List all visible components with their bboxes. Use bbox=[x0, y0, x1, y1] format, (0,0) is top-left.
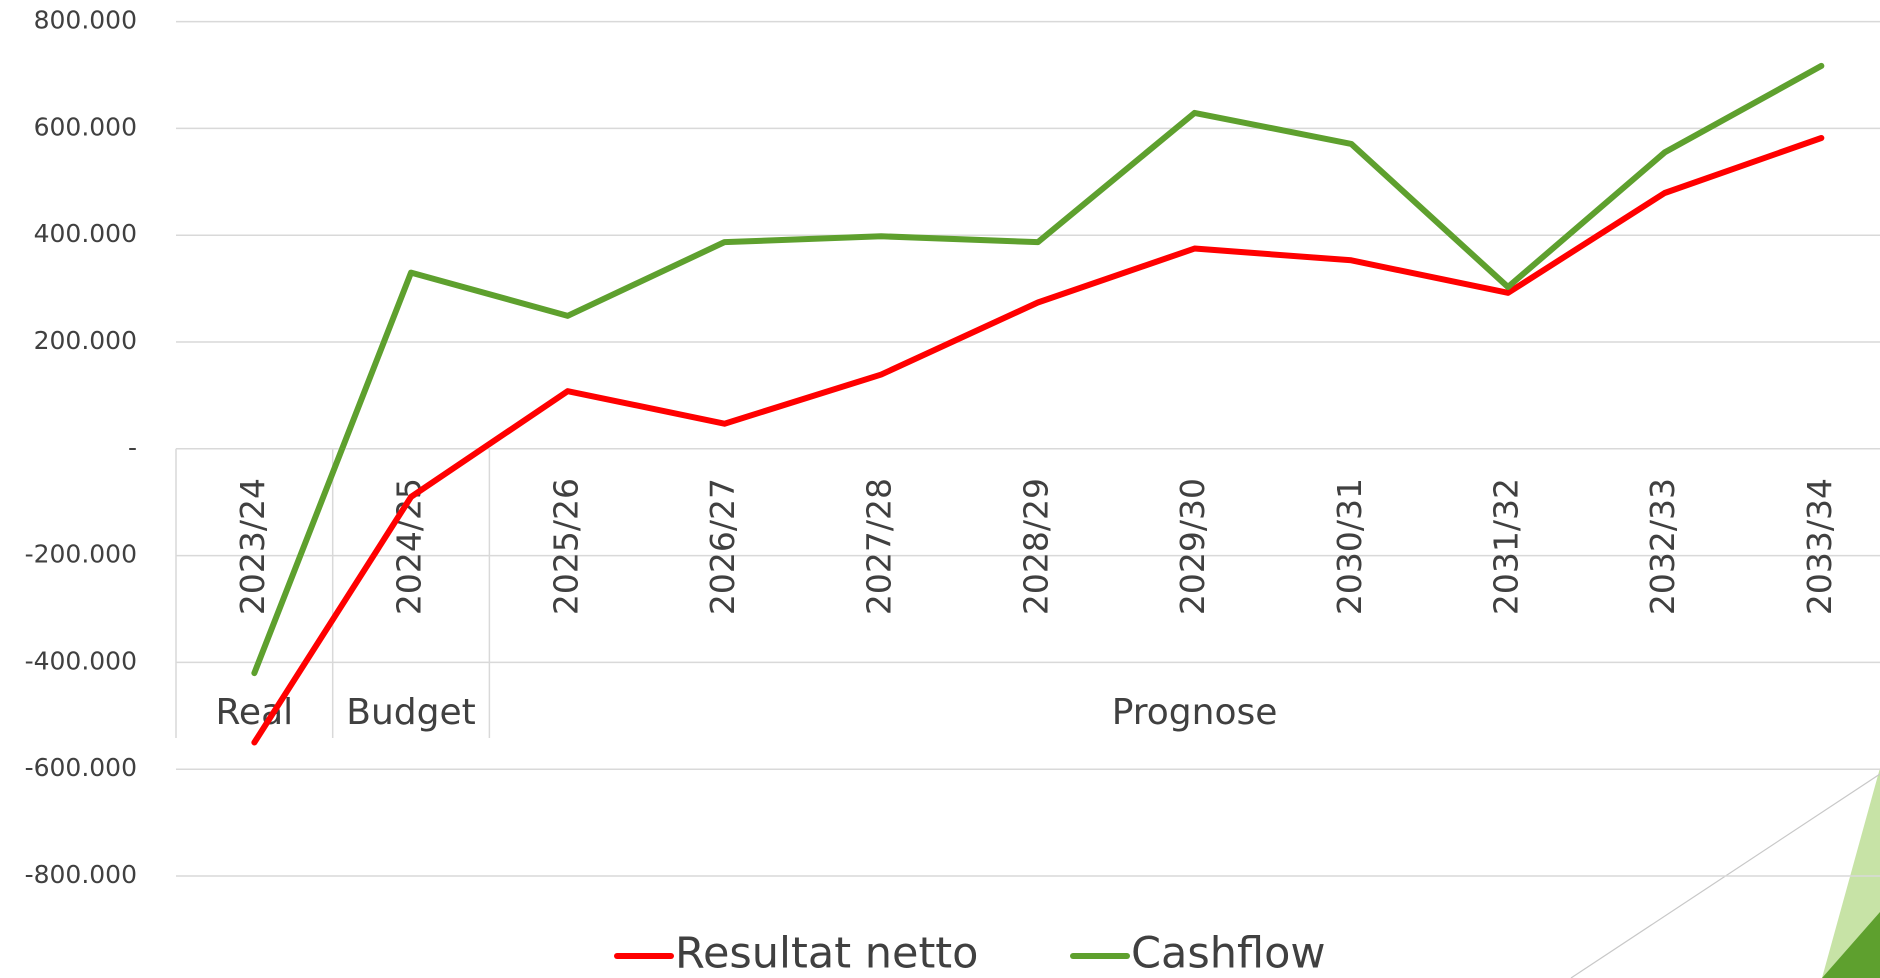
x-tick-label: 2027/28 bbox=[860, 478, 899, 615]
y-tick-label: 800.000 bbox=[34, 6, 137, 35]
decoration bbox=[1822, 768, 1880, 978]
x-tick-label: 2033/34 bbox=[1800, 478, 1839, 615]
y-tick-label: 400.000 bbox=[34, 219, 137, 248]
y-tick-label: -600.000 bbox=[25, 753, 137, 782]
y-tick-label: 600.000 bbox=[34, 112, 137, 141]
y-tick-label: - bbox=[128, 433, 137, 462]
x-tick-label: 2031/32 bbox=[1486, 478, 1525, 615]
legend-label: Resultat netto bbox=[675, 929, 978, 978]
y-tick-label: -200.000 bbox=[25, 540, 137, 569]
group-label: Budget bbox=[346, 692, 475, 733]
line bbox=[251, 62, 1825, 677]
x-tick-label: 2025/26 bbox=[546, 478, 585, 615]
y-tick-label: -400.000 bbox=[25, 646, 137, 675]
group-label: Prognose bbox=[1112, 692, 1278, 733]
x-tick-label: 2029/30 bbox=[1173, 478, 1212, 615]
x-tick-label: 2030/31 bbox=[1330, 478, 1369, 615]
x-tick-label: 2026/27 bbox=[703, 478, 742, 615]
decoration bbox=[1822, 912, 1880, 978]
line bbox=[251, 135, 1825, 746]
y-tick-label: 200.000 bbox=[34, 326, 137, 355]
x-tick-label: 2023/24 bbox=[233, 478, 272, 615]
x-tick-label: 2032/33 bbox=[1643, 478, 1682, 615]
legend-label: Cashflow bbox=[1131, 929, 1326, 978]
x-tick-label: 2028/29 bbox=[1016, 478, 1055, 615]
y-tick-label: -800.000 bbox=[25, 860, 137, 889]
